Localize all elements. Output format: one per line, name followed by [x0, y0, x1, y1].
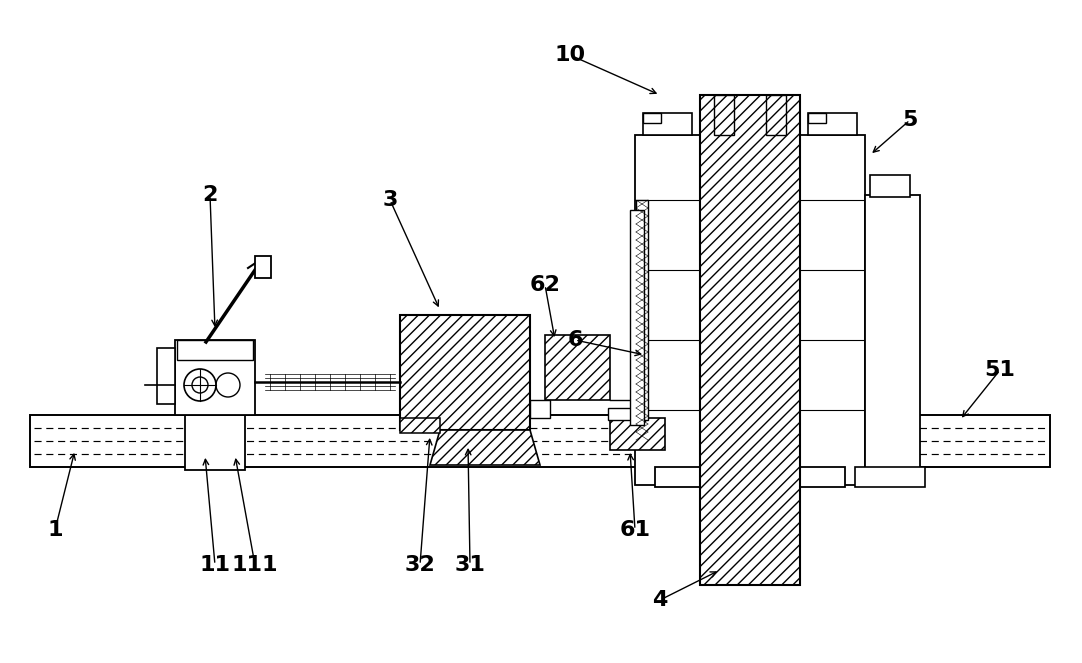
Text: 61: 61 [620, 520, 650, 540]
Bar [808, 113, 826, 123]
Bar [714, 95, 734, 135]
Text: 3: 3 [382, 190, 398, 210]
Text: 10: 10 [554, 45, 585, 65]
Bar [700, 95, 800, 585]
Bar [400, 418, 440, 433]
Bar [610, 418, 665, 450]
Bar [400, 315, 530, 430]
Text: 11: 11 [199, 555, 230, 575]
Bar [30, 415, 1050, 467]
Bar [185, 415, 245, 470]
Text: 31: 31 [454, 555, 486, 575]
Bar [655, 467, 845, 487]
Bar [545, 335, 610, 400]
Bar [870, 175, 910, 197]
Bar [643, 113, 661, 123]
Text: 111: 111 [232, 555, 278, 575]
Text: 5: 5 [902, 110, 918, 130]
Bar [855, 467, 925, 487]
Bar [157, 348, 175, 404]
Text: 1: 1 [48, 520, 63, 540]
Bar [635, 135, 700, 485]
Bar [177, 340, 253, 360]
Bar [643, 113, 692, 135]
Bar [636, 200, 648, 420]
Bar [630, 210, 644, 425]
Polygon shape [430, 430, 540, 465]
Text: 62: 62 [529, 275, 560, 295]
Bar [175, 340, 255, 415]
Text: 51: 51 [985, 360, 1015, 380]
Bar [800, 135, 865, 485]
Bar [766, 95, 786, 135]
Bar [608, 408, 634, 420]
Bar [808, 113, 857, 135]
Bar [530, 400, 550, 418]
Text: 6: 6 [567, 330, 583, 350]
Bar [705, 467, 795, 577]
Text: 32: 32 [405, 555, 435, 575]
Bar [255, 256, 270, 278]
Text: 4: 4 [652, 590, 668, 610]
Bar [865, 195, 920, 475]
Text: 2: 2 [202, 185, 217, 205]
